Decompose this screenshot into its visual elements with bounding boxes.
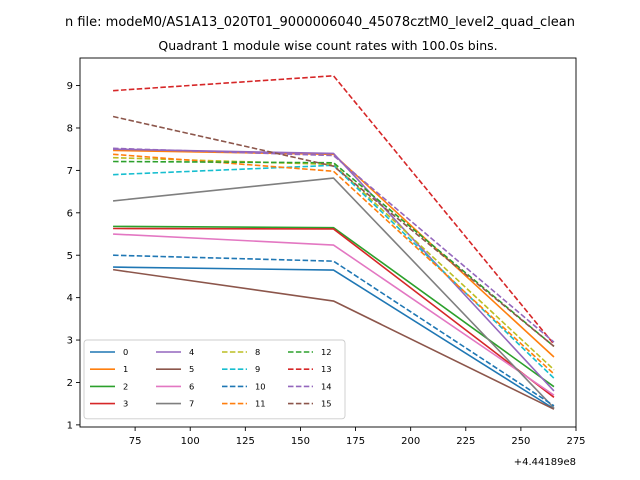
axes: 75 100 125 150 175 200 225 250 275123456789+4.44… xyxy=(67,57,586,468)
y-tick-label: 7 xyxy=(67,166,73,177)
chart-title: Quadrant 1 module wise count rates with … xyxy=(158,38,497,53)
series-line-3 xyxy=(113,227,555,398)
series-line-5 xyxy=(112,268,555,410)
legend-label-8: 8 xyxy=(255,347,260,357)
series-line-14 xyxy=(113,147,555,343)
legend-label-11: 11 xyxy=(255,399,266,409)
x-tick-label: 175 xyxy=(346,436,365,447)
y-tick-label: 9 xyxy=(67,81,73,92)
x-tick-label: 150 xyxy=(291,436,310,447)
series-line-13 xyxy=(113,75,555,345)
legend-label-14: 14 xyxy=(321,381,332,391)
series-line-2 xyxy=(113,225,555,388)
x-tick-label: 125 xyxy=(236,436,255,447)
legend-label-4: 4 xyxy=(189,347,194,357)
x-offset-label: +4.44189e8 xyxy=(514,457,576,468)
series-line-9 xyxy=(113,164,555,379)
y-tick-label: 1 xyxy=(67,420,73,431)
legend-label-12: 12 xyxy=(321,347,332,357)
legend-label-6: 6 xyxy=(189,381,194,391)
y-tick-label: 8 xyxy=(67,124,73,135)
legend-label-1: 1 xyxy=(123,364,128,374)
legend-label-7: 7 xyxy=(189,399,194,409)
legend-label-9: 9 xyxy=(255,364,260,374)
x-tick-label: 225 xyxy=(456,436,475,447)
x-tick-label: 275 xyxy=(566,436,585,447)
legend-label-2: 2 xyxy=(123,381,128,391)
series-line-15 xyxy=(112,115,555,348)
legend-label-15: 15 xyxy=(321,399,332,409)
plot-area xyxy=(112,75,555,410)
legend-label-0: 0 xyxy=(123,347,128,357)
x-tick-label: 200 xyxy=(401,436,420,447)
y-tick-label: 3 xyxy=(67,336,73,347)
y-tick-label: 2 xyxy=(67,378,73,389)
legend-label-10: 10 xyxy=(255,381,266,391)
y-tick-label: 4 xyxy=(67,293,73,304)
axes-frame xyxy=(79,57,577,428)
y-tick-label: 5 xyxy=(67,251,73,262)
series-line-12 xyxy=(113,160,555,348)
legend-box xyxy=(83,339,346,420)
series-line-7 xyxy=(112,177,555,409)
x-tick-label: 250 xyxy=(511,436,530,447)
series-line-10 xyxy=(113,254,555,407)
figure-suptitle: n file: modeM0/AS1A13_020T01_9000006040_… xyxy=(65,15,575,30)
legend-label-3: 3 xyxy=(123,399,128,409)
legend-label-5: 5 xyxy=(189,364,194,374)
x-tick-label: 75 xyxy=(129,436,142,447)
x-tick-label: 100 xyxy=(181,436,200,447)
y-tick-label: 6 xyxy=(67,208,73,219)
series-line-11 xyxy=(113,153,555,375)
series-line-6 xyxy=(113,233,555,396)
legend-label-13: 13 xyxy=(321,364,332,374)
series-line-0 xyxy=(113,266,555,410)
